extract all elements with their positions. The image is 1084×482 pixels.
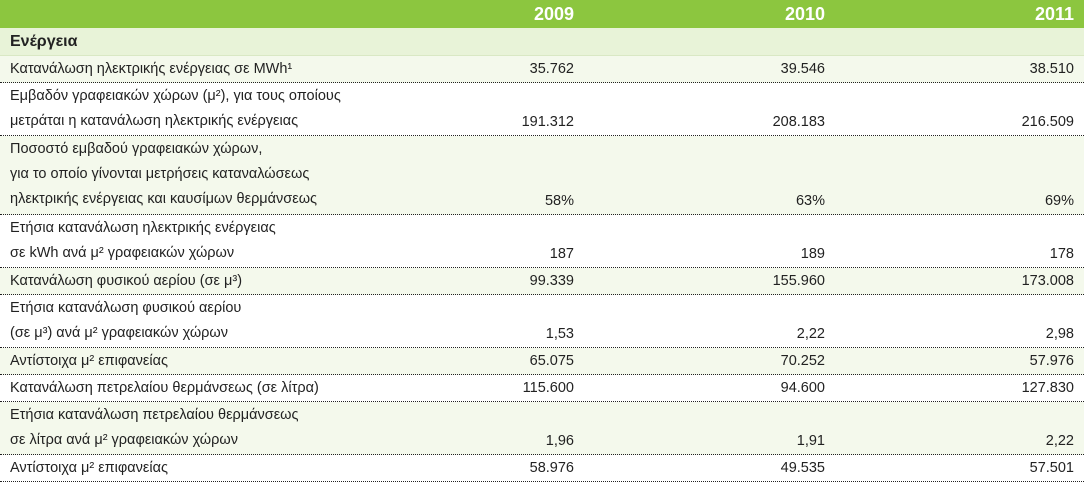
value-2011: 178: [1049, 246, 1074, 262]
value-2010: 70.252: [780, 353, 825, 369]
year-2009-header: 2009: [533, 3, 574, 24]
row-label-line: Κατανάλωση πετρελαίου θερμάνσεως (σε λίτ…: [10, 380, 319, 396]
value-2011: 57.976: [1029, 353, 1074, 369]
value-2010: 189: [800, 246, 825, 262]
row-label-line: σε kWh ανά μ² γραφειακών χώρων: [10, 245, 235, 261]
row-label-line: σε λίτρα ανά μ² γραφειακών χώρων: [10, 432, 238, 448]
row-label-line: Εμβαδόν γραφειακών χώρων (μ²), για τους …: [10, 88, 341, 104]
value-2011: 69%: [1044, 193, 1074, 209]
value-2010: 208.183: [772, 114, 825, 130]
row-label-line: Κατανάλωση ηλεκτρικής ενέργειας σε MWh¹: [10, 61, 293, 77]
table-row: Ετήσια κατανάλωση φυσικού αερίου (σε μ³)…: [0, 295, 1084, 348]
row-label-line: Αντίστοιχα μ² επιφανείας: [10, 353, 168, 369]
value-2011: 216.509: [1021, 114, 1074, 130]
value-2010: 155.960: [772, 273, 825, 289]
row-label-line: Κατανάλωση φυσικού αερίου (σε μ³): [10, 273, 243, 289]
row-label: Ετήσια κατανάλωση φυσικού αερίου (σε μ³)…: [0, 295, 393, 347]
value-2011: 38.510: [1029, 61, 1074, 77]
value-2011: 173.008: [1021, 273, 1074, 289]
row-label: Ποσοστό εμβαδού γραφειακών χώρων, για το…: [0, 136, 393, 214]
table-row: Ποσοστό εμβαδού γραφειακών χώρων, για το…: [0, 136, 1084, 215]
section-title: Ενέργεια: [0, 28, 1084, 56]
value-2010: 49.535: [780, 460, 825, 476]
table-header: 2009 2010 2011: [0, 0, 1084, 28]
row-label: Κατανάλωση ηλεκτρικής ενέργειας σε MWh¹: [0, 56, 393, 82]
row-label-line: Ετήσια κατανάλωση πετρελαίου θερμάνσεως: [10, 407, 299, 423]
row-label: Αντίστοιχα μ² επιφανείας: [0, 348, 393, 374]
table-row: Αντίστοιχα μ² επιφανείας 58.976 49.535 5…: [0, 455, 1084, 482]
row-label: Αντίστοιχα μ² επιφανείας: [0, 455, 393, 481]
table-row: Κατανάλωση ηλεκτρικής ενέργειας σε MWh¹ …: [0, 56, 1084, 83]
row-label-line: Ετήσια κατανάλωση φυσικού αερίου: [10, 300, 242, 316]
value-2009: 115.600: [522, 380, 574, 396]
row-label: Ετήσια κατανάλωση ηλεκτρικής ενέργειας σ…: [0, 215, 393, 267]
value-2009: 58%: [544, 193, 574, 209]
value-2010: 63%: [795, 193, 825, 209]
value-2009: 58.976: [529, 460, 574, 476]
table-row: Ετήσια κατανάλωση ηλεκτρικής ενέργειας σ…: [0, 215, 1084, 268]
value-2010: 2,22: [796, 326, 825, 342]
value-2009: 191.312: [521, 114, 574, 130]
value-2011: 2,98: [1045, 326, 1074, 342]
row-label: Ετήσια κατανάλωση πετρελαίου θερμάνσεως …: [0, 402, 393, 454]
table-row: Κατανάλωση φυσικού αερίου (σε μ³) 99.339…: [0, 268, 1084, 295]
value-2009: 35.762: [529, 61, 574, 77]
row-label: Κατανάλωση φυσικού αερίου (σε μ³): [0, 268, 393, 294]
value-2011: 57.501: [1029, 460, 1074, 476]
value-2010: 1,91: [796, 433, 825, 449]
table-row: Εμβαδόν γραφειακών χώρων (μ²), για τους …: [0, 83, 1084, 136]
row-label-line: Αντίστοιχα μ² επιφανείας: [10, 460, 168, 476]
table-row: Ετήσια κατανάλωση πετρελαίου θερμάνσεως …: [0, 402, 1084, 455]
row-label: Εμβαδόν γραφειακών χώρων (μ²), για τους …: [0, 83, 393, 135]
row-label-line: Ποσοστό εμβαδού γραφειακών χώρων,: [10, 141, 263, 157]
value-2009: 1,96: [545, 433, 574, 449]
row-label-line: Ετήσια κατανάλωση ηλεκτρικής ενέργειας: [10, 220, 276, 236]
value-2009: 99.339: [529, 273, 574, 289]
value-2011: 2,22: [1045, 433, 1074, 449]
row-label: Κατανάλωση πετρελαίου θερμάνσεως (σε λίτ…: [0, 375, 393, 401]
table-row: Αντίστοιχα μ² επιφανείας 65.075 70.252 5…: [0, 348, 1084, 375]
value-2009: 65.075: [529, 353, 574, 369]
value-2010: 94.600: [780, 380, 825, 396]
value-2009: 187: [549, 246, 574, 262]
value-2009: 1,53: [545, 326, 574, 342]
year-2010-header: 2010: [784, 3, 825, 24]
row-label-line: μετράται η κατανάλωση ηλεκτρικής ενέργει…: [10, 113, 299, 129]
year-2011-header: 2011: [1034, 3, 1074, 24]
value-2010: 39.546: [780, 61, 825, 77]
table-row: Κατανάλωση πετρελαίου θερμάνσεως (σε λίτ…: [0, 375, 1084, 402]
row-label-line: ηλεκτρικής ενέργειας και καυσίμων θερμάν…: [10, 191, 318, 207]
row-label-line: για το οποίο γίνονται μετρήσεις καταναλώ…: [10, 166, 310, 182]
value-2011: 127.830: [1021, 380, 1074, 396]
row-label-line: (σε μ³) ανά μ² γραφειακών χώρων: [10, 325, 228, 341]
